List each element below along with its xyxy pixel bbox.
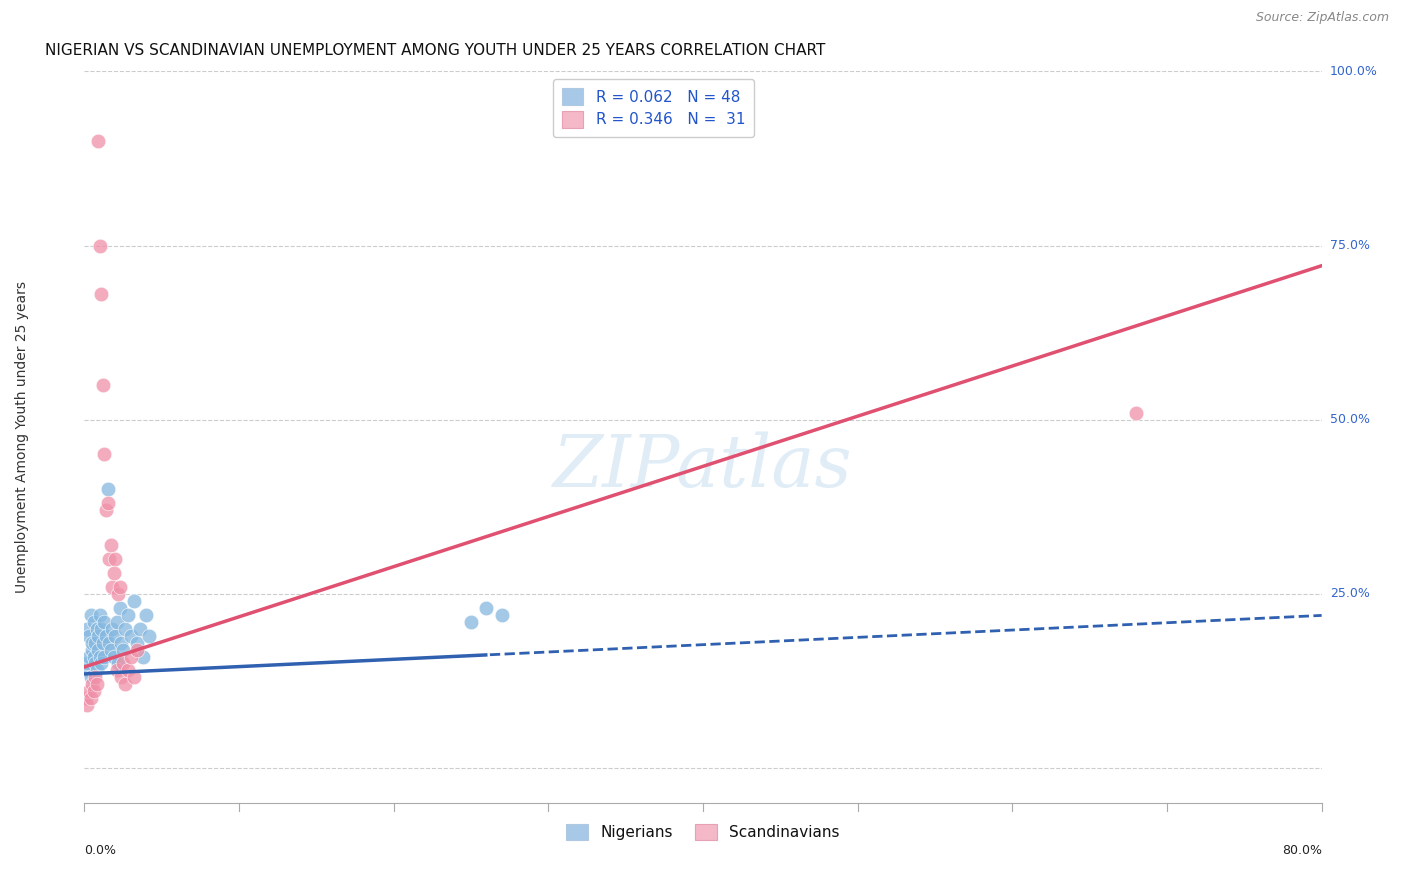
Point: [96, 496, 118, 510]
Point: [132, 649, 155, 664]
Point: [101, 622, 124, 636]
Text: 80.0%: 80.0%: [1282, 845, 1322, 857]
Point: [90, 622, 112, 636]
Text: Source: ZipAtlas.com: Source: ZipAtlas.com: [1256, 11, 1389, 24]
Point: [100, 538, 122, 552]
Point: [87, 134, 110, 148]
Point: [93, 448, 115, 462]
Point: [79, 607, 101, 622]
Point: [94, 629, 117, 643]
Point: [86, 664, 108, 678]
Point: [120, 649, 142, 664]
Point: [103, 566, 125, 580]
Point: [77, 649, 100, 664]
Point: [110, 670, 132, 684]
Point: [122, 670, 145, 684]
Text: 100.0%: 100.0%: [1330, 65, 1378, 78]
Point: [84, 657, 107, 671]
Point: [79, 691, 101, 706]
Point: [90, 657, 112, 671]
Point: [122, 594, 145, 608]
Point: [117, 664, 139, 678]
Point: [112, 642, 135, 657]
Point: [90, 287, 112, 301]
Text: 25.0%: 25.0%: [1330, 587, 1369, 600]
Text: 50.0%: 50.0%: [1330, 413, 1369, 426]
Point: [75, 664, 97, 678]
Point: [125, 642, 148, 657]
Point: [1125, 406, 1147, 420]
Point: [105, 664, 128, 678]
Point: [103, 649, 125, 664]
Point: [83, 684, 105, 698]
Text: Unemployment Among Youth under 25 years: Unemployment Among Youth under 25 years: [15, 281, 30, 593]
Point: [77, 684, 100, 698]
Point: [76, 622, 98, 636]
Point: [93, 615, 115, 629]
Point: [114, 622, 136, 636]
Point: [104, 552, 127, 566]
Point: [86, 622, 108, 636]
Point: [83, 649, 105, 664]
Point: [76, 657, 98, 671]
Point: [93, 649, 115, 664]
Point: [107, 587, 129, 601]
Point: [89, 607, 111, 622]
Point: [491, 607, 513, 622]
Point: [120, 629, 142, 643]
Text: 75.0%: 75.0%: [1330, 239, 1369, 252]
Point: [117, 607, 139, 622]
Point: [86, 677, 108, 691]
Point: [105, 615, 128, 629]
Point: [75, 691, 97, 706]
Point: [460, 615, 482, 629]
Text: ZIPatlas: ZIPatlas: [553, 431, 853, 501]
Point: [79, 670, 101, 684]
Point: [83, 615, 105, 629]
Point: [77, 629, 100, 643]
Point: [135, 607, 157, 622]
Point: [129, 622, 152, 636]
Point: [89, 238, 111, 252]
Point: [100, 642, 122, 657]
Point: [101, 580, 124, 594]
Point: [89, 649, 111, 664]
Point: [94, 503, 117, 517]
Point: [84, 635, 107, 649]
Point: [104, 629, 127, 643]
Point: [98, 635, 121, 649]
Point: [98, 552, 121, 566]
Point: [76, 698, 98, 713]
Point: [138, 629, 160, 643]
Point: [91, 377, 114, 392]
Point: [112, 657, 135, 671]
Text: 0.0%: 0.0%: [84, 845, 117, 857]
Point: [87, 642, 110, 657]
Point: [108, 600, 131, 615]
Point: [475, 600, 498, 615]
Point: [107, 657, 129, 671]
Text: NIGERIAN VS SCANDINAVIAN UNEMPLOYMENT AMONG YOUTH UNDER 25 YEARS CORRELATION CHA: NIGERIAN VS SCANDINAVIAN UNEMPLOYMENT AM…: [45, 43, 825, 58]
Point: [82, 635, 104, 649]
Point: [108, 580, 131, 594]
Point: [87, 629, 110, 643]
Point: [91, 635, 114, 649]
Point: [125, 635, 148, 649]
Point: [82, 677, 104, 691]
Point: [110, 635, 132, 649]
Point: [84, 670, 107, 684]
Point: [96, 483, 118, 497]
Legend: Nigerians, Scandinavians: Nigerians, Scandinavians: [561, 817, 845, 847]
Point: [114, 677, 136, 691]
Point: [82, 642, 104, 657]
